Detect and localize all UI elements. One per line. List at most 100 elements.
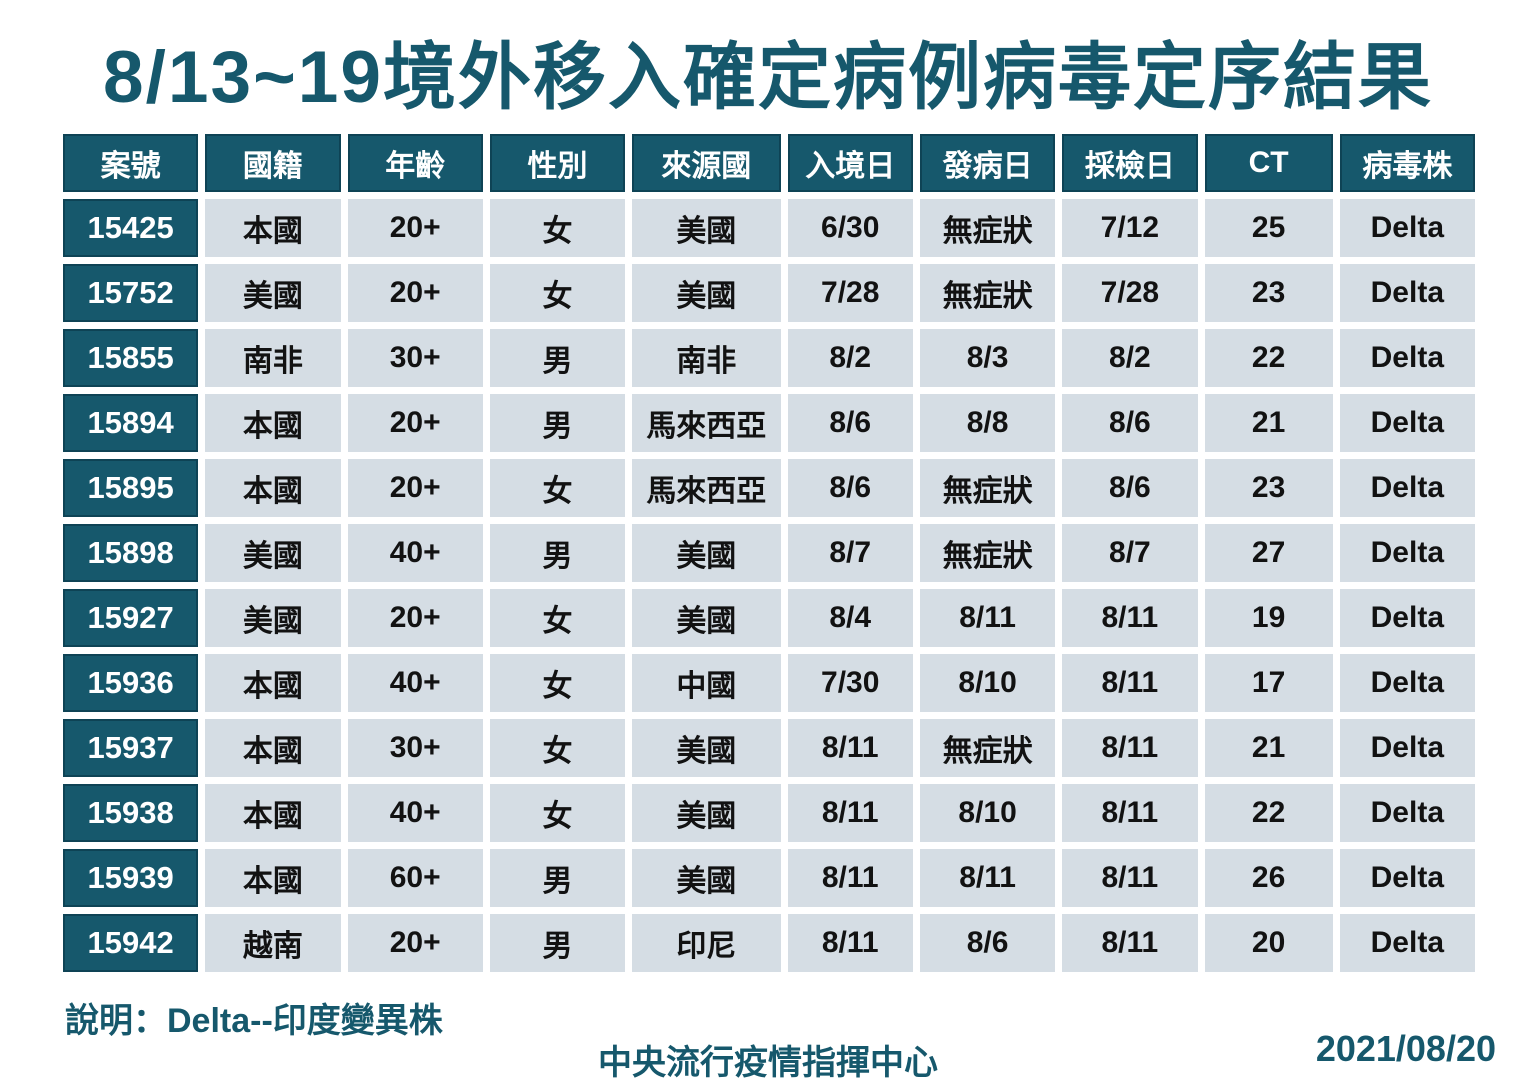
page-title: 8/13~19境外移入確定病例病毒定序結果	[103, 37, 1433, 118]
data-cell: 男	[489, 329, 626, 387]
data-cell: 中國	[632, 654, 781, 712]
table-row: 15752 美國 20+ 女美國 7/28 無症狀 7/28 23 Delta	[63, 264, 1475, 322]
data-cell: 越南	[205, 914, 341, 972]
data-cell: 30+	[347, 329, 483, 387]
data-cell: 女	[489, 199, 626, 257]
data-cell: 美國	[632, 589, 781, 647]
data-cell: Delta	[1339, 459, 1475, 517]
table-row: 15895 本國 20+ 女馬來西亞 8/6 無症狀 8/6 23 Delta	[63, 459, 1475, 517]
table-row: 15937 本國 30+ 女美國 8/11 無症狀 8/11 21 Delta	[63, 719, 1475, 777]
data-cell: 27	[1204, 524, 1333, 582]
data-cell: 本國	[205, 719, 341, 777]
data-cell: 8/7	[1062, 524, 1198, 582]
data-cell: 21	[1204, 394, 1333, 452]
data-cell: 8/11	[787, 784, 913, 842]
data-cell: 40+	[347, 654, 483, 712]
data-cell: 6/30	[787, 199, 913, 257]
data-cell: 8/6	[1062, 394, 1198, 452]
header-cell: 發病日	[919, 134, 1056, 192]
data-cell: 20+	[347, 264, 483, 322]
case-number-cell: 15898	[63, 524, 199, 582]
data-cell: Delta	[1339, 589, 1475, 647]
data-cell: 25	[1204, 199, 1333, 257]
data-cell: 20	[1204, 914, 1333, 972]
data-cell: 女	[489, 719, 626, 777]
data-cell: 美國	[205, 589, 341, 647]
data-cell: 8/6	[919, 914, 1056, 972]
header-cell: 入境日	[787, 134, 913, 192]
data-cell: 8/11	[919, 589, 1056, 647]
header-row: 案號 國籍 年齡 性別 來源國 入境日 發病日 採檢日 CT 病毒株	[63, 134, 1475, 192]
data-cell: 美國	[632, 784, 781, 842]
data-cell: 40+	[347, 524, 483, 582]
data-cell: 7/30	[787, 654, 913, 712]
case-number-cell: 15938	[63, 784, 199, 842]
data-cell: 印尼	[632, 914, 781, 972]
data-cell: 8/11	[1062, 719, 1198, 777]
data-cell: 南非	[632, 329, 781, 387]
note-text: 說明：Delta--印度變異株	[65, 1002, 443, 1040]
data-cell: 17	[1204, 654, 1333, 712]
data-cell: 女	[489, 654, 626, 712]
case-number-cell: 15942	[63, 914, 199, 972]
data-cell: 無症狀	[919, 524, 1056, 582]
table-row: 15939 本國 60+ 男美國 8/11 8/11 8/11 26 Delta	[63, 849, 1475, 907]
data-cell: 7/12	[1062, 199, 1198, 257]
data-cell: 8/3	[919, 329, 1056, 387]
data-cell: 美國	[632, 849, 781, 907]
header-cell: 病毒株	[1339, 134, 1475, 192]
org-name: 中央流行疫情指揮中心	[598, 1044, 938, 1082]
case-number-cell: 15894	[63, 394, 199, 452]
data-cell: 20+	[347, 394, 483, 452]
data-cell: 女	[489, 784, 626, 842]
data-cell: 女	[489, 589, 626, 647]
data-cell: 8/2	[1062, 329, 1198, 387]
data-cell: 60+	[347, 849, 483, 907]
data-cell: 20+	[347, 199, 483, 257]
table-row: 15927 美國 20+ 女美國 8/4 8/11 8/11 19 Delta	[63, 589, 1475, 647]
data-cell: 8/6	[787, 459, 913, 517]
data-cell: Delta	[1339, 264, 1475, 322]
date-label: 2021/08/20	[1315, 1028, 1496, 1069]
data-cell: 8/11	[787, 719, 913, 777]
data-cell: 本國	[205, 784, 341, 842]
data-cell: 20+	[347, 589, 483, 647]
data-cell: Delta	[1339, 524, 1475, 582]
data-cell: 女	[489, 459, 626, 517]
data-cell: 8/10	[919, 784, 1056, 842]
header-cell: 國籍	[205, 134, 341, 192]
data-cell: 8/8	[919, 394, 1056, 452]
data-cell: 22	[1204, 784, 1333, 842]
data-cell: 本國	[205, 849, 341, 907]
case-number-cell: 15936	[63, 654, 199, 712]
case-number-cell: 15752	[63, 264, 199, 322]
data-cell: 26	[1204, 849, 1333, 907]
data-cell: 無症狀	[919, 459, 1056, 517]
case-number-cell: 15927	[63, 589, 199, 647]
data-cell: Delta	[1339, 654, 1475, 712]
table-row: 15938 本國 40+ 女美國 8/11 8/10 8/11 22 Delta	[63, 784, 1475, 842]
header-cell: 性別	[489, 134, 626, 192]
data-cell: Delta	[1339, 784, 1475, 842]
data-cell: 30+	[347, 719, 483, 777]
data-cell: 8/6	[1062, 459, 1198, 517]
data-cell: 8/11	[1062, 914, 1198, 972]
data-cell: 19	[1204, 589, 1333, 647]
data-cell: 男	[489, 524, 626, 582]
table-body: 15425 本國 20+ 女美國 6/30 無症狀 7/12 25 Delta 15752 美國 20…	[63, 199, 1475, 972]
data-cell: 無症狀	[919, 719, 1056, 777]
data-cell: 南非	[205, 329, 341, 387]
data-cell: 7/28	[1062, 264, 1198, 322]
table-row: 15425 本國 20+ 女美國 6/30 無症狀 7/12 25 Delta	[63, 199, 1475, 257]
data-cell: 男	[489, 849, 626, 907]
data-cell: 21	[1204, 719, 1333, 777]
header-cell: 案號	[63, 134, 199, 192]
data-cell: 20+	[347, 914, 483, 972]
table-row: 15942 越南 20+ 男印尼 8/11 8/6 8/11 20 Delta	[63, 914, 1475, 972]
header-cell: CT	[1204, 134, 1333, 192]
data-cell: 8/11	[787, 849, 913, 907]
data-cell: 23	[1204, 459, 1333, 517]
case-number-cell: 15855	[63, 329, 199, 387]
table-row: 15936 本國 40+ 女中國 7/30 8/10 8/11 17 Delta	[63, 654, 1475, 712]
data-cell: 8/11	[1062, 589, 1198, 647]
